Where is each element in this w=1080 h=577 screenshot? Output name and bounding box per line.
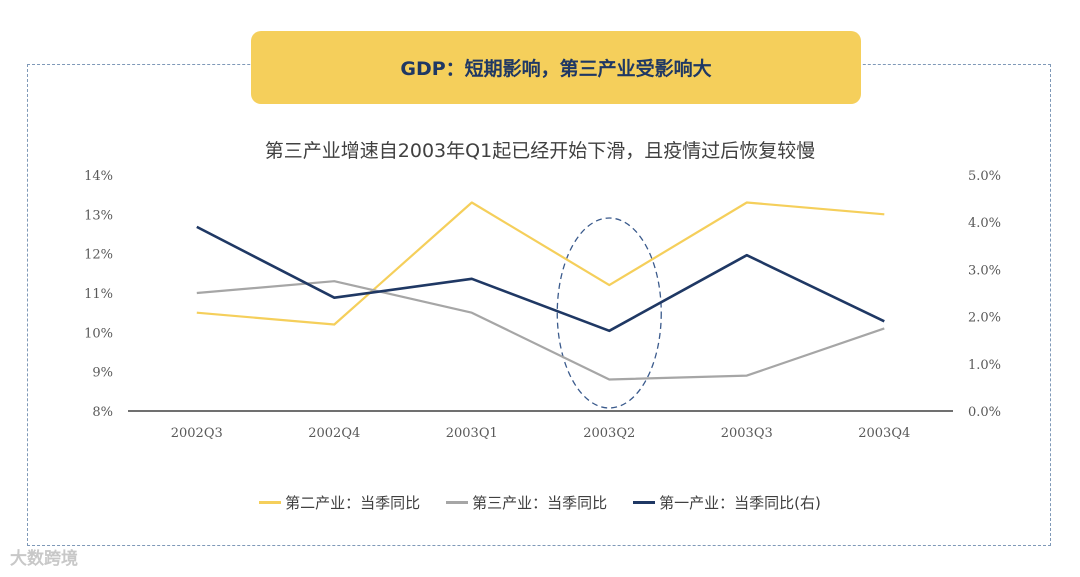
legend-item: 第一产业：当季同比(右) [633, 492, 821, 513]
legend-item: 第三产业：当季同比 [446, 492, 607, 513]
watermark-logo: 大数跨境 [10, 544, 78, 569]
banner-title: GDP：短期影响，第三产业受影响大 [400, 58, 712, 80]
legend-label: 第一产业：当季同比(右) [659, 494, 821, 512]
legend-swatch [633, 501, 656, 504]
legend-swatch [446, 501, 469, 504]
left-axis-tick-label: 10% [84, 326, 113, 341]
legend-swatch [259, 501, 282, 504]
x-axis-tick-label: 2003Q1 [446, 426, 498, 441]
left-axis-tick-label: 9% [92, 366, 113, 381]
series-line [196, 201, 885, 326]
page-banner: GDP：短期影响，第三产业受影响大 [251, 31, 861, 104]
right-axis-tick-label: 1.0% [968, 358, 1001, 373]
series-line [196, 225, 885, 333]
left-axis-tick-label: 8% [92, 405, 113, 420]
x-axis-tick-label: 2003Q2 [583, 426, 635, 441]
right-axis-tick-label: 0.0% [968, 405, 1001, 420]
right-axis-tick-label: 5.0% [968, 169, 1001, 184]
x-axis-tick-label: 2002Q3 [171, 426, 223, 441]
right-axis-tick-label: 3.0% [968, 263, 1001, 278]
right-axis-tick-label: 2.0% [968, 311, 1001, 326]
series-line [196, 280, 885, 381]
chart-legend: 第二产业：当季同比 第三产业：当季同比 第一产业：当季同比(右) [0, 492, 1080, 513]
left-axis-tick-label: 11% [84, 287, 113, 302]
legend-item: 第二产业：当季同比 [259, 492, 420, 513]
watermark-text: 大数跨境 [10, 549, 78, 569]
x-axis-tick-label: 2003Q4 [858, 426, 910, 441]
legend-label: 第三产业：当季同比 [472, 494, 608, 512]
legend-label: 第二产业：当季同比 [285, 494, 421, 512]
left-axis-tick-label: 13% [84, 208, 113, 223]
x-axis-tick-label: 2003Q3 [721, 426, 773, 441]
highlight-ellipse [556, 217, 662, 409]
right-axis-tick-label: 4.0% [968, 216, 1001, 231]
x-axis-tick-label: 2002Q4 [308, 426, 360, 441]
chart-title: 第三产业增速自2003年Q1起已经开始下滑，且疫情过后恢复较慢 [264, 140, 816, 162]
left-axis-tick-label: 12% [84, 248, 113, 263]
left-axis-tick-label: 14% [84, 169, 113, 184]
